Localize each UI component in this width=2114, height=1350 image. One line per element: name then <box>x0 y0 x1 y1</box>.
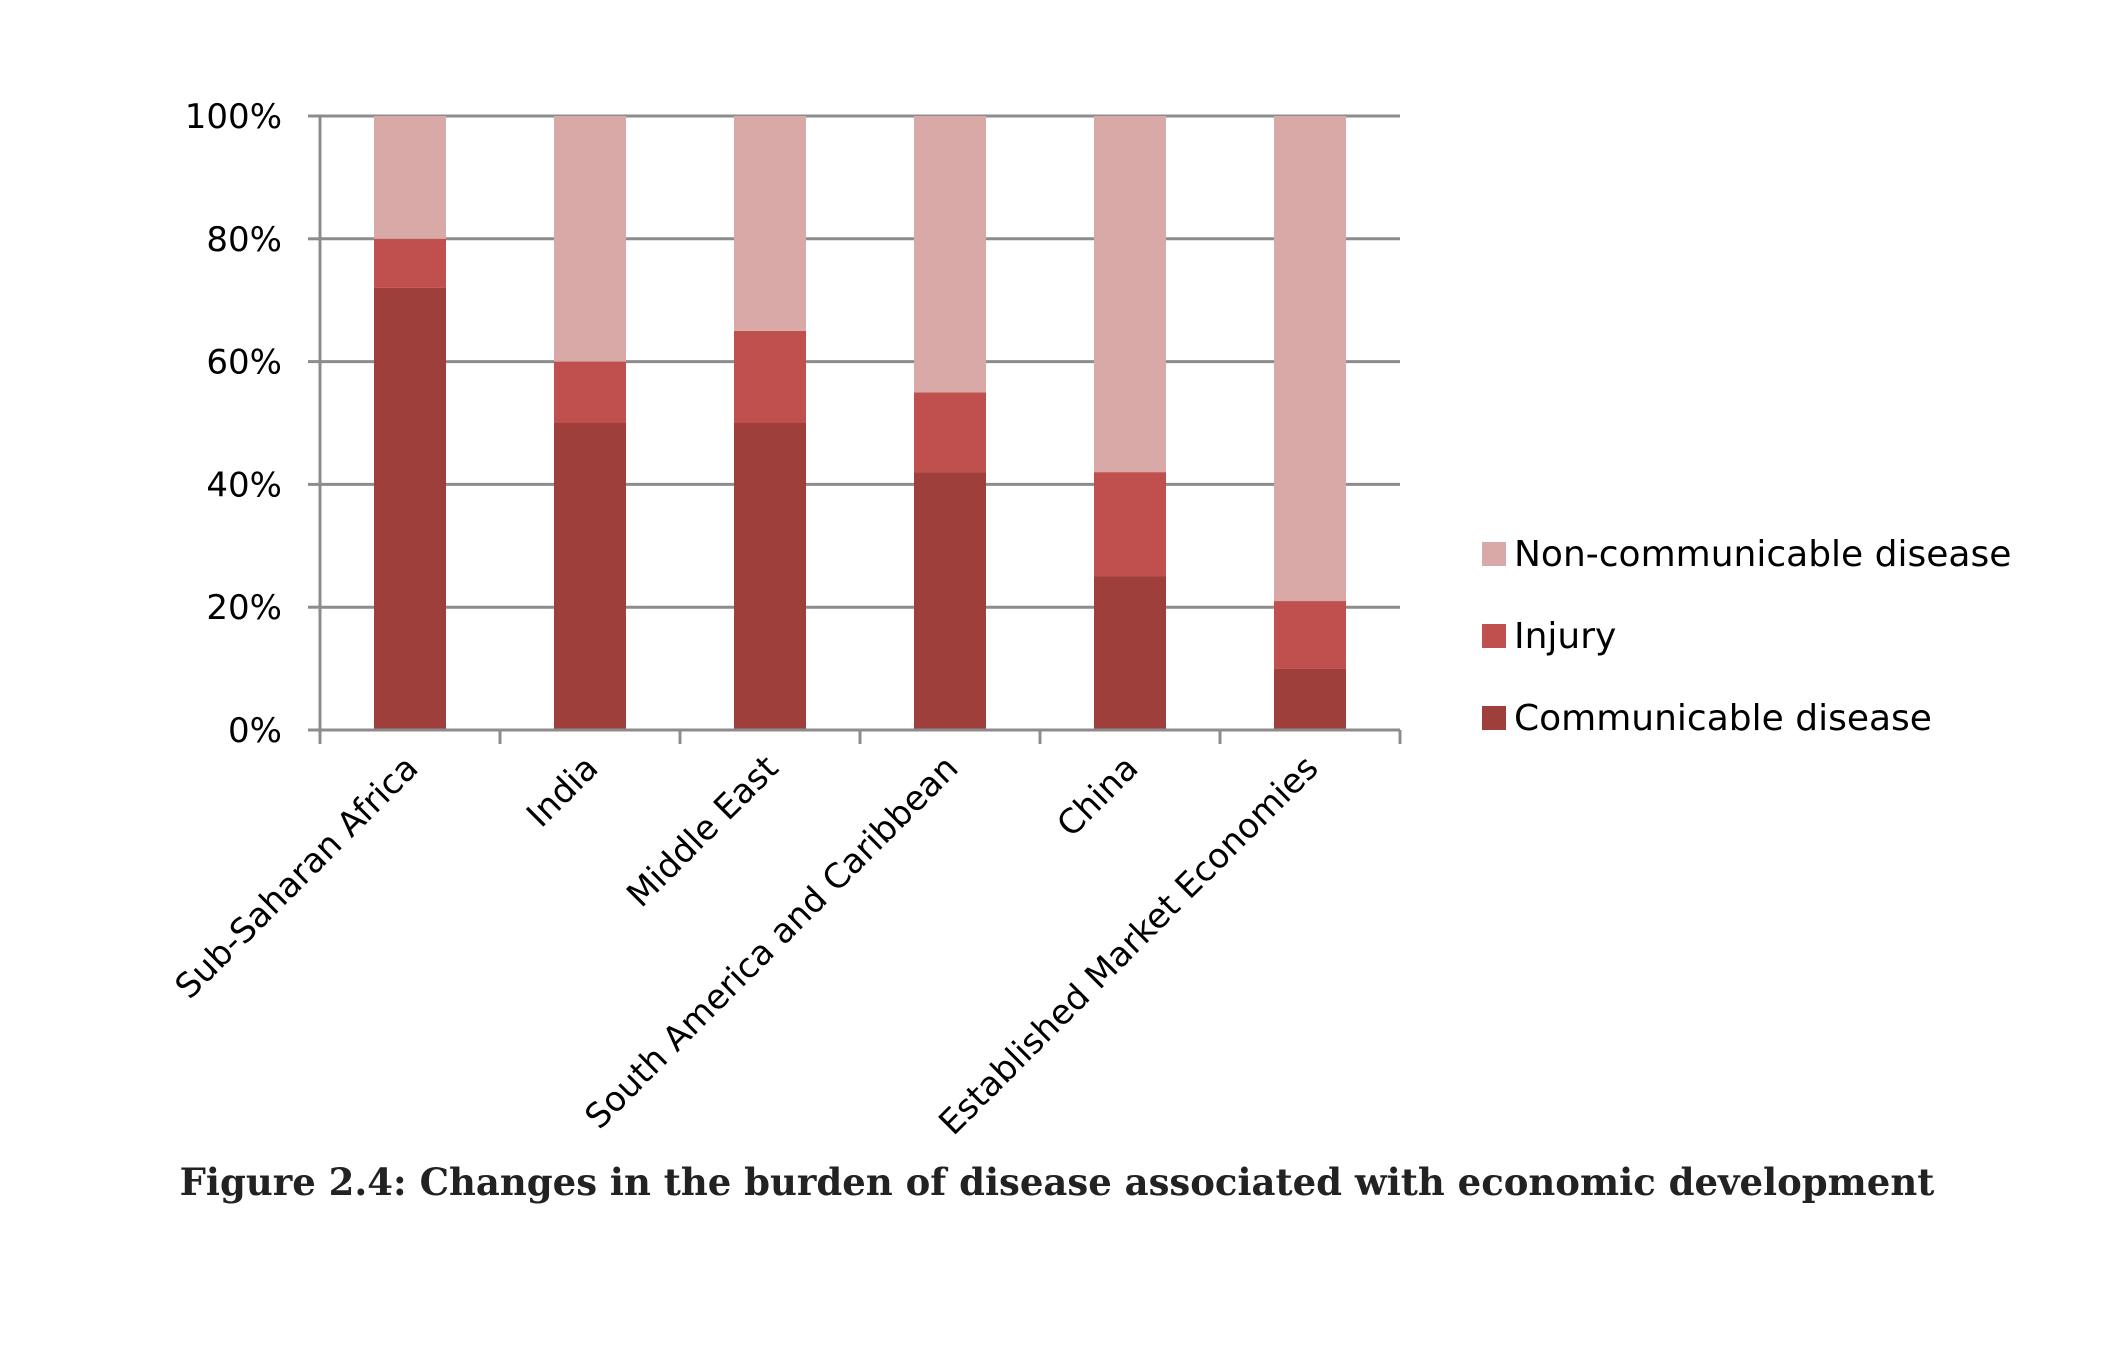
bar-injury-established-market-economies <box>1274 601 1346 669</box>
y-tick-label: 80% <box>206 220 282 260</box>
bar-communicable-disease-south-america-and-caribbean <box>914 472 986 730</box>
bar-non-communicable-disease-sub-saharan-africa <box>374 116 446 239</box>
legend-swatch-non-communicable-disease <box>1482 542 1506 566</box>
category-label-china: China <box>1049 748 1146 845</box>
legend-label-communicable-disease: Communicable disease <box>1514 698 1932 739</box>
bar-injury-china <box>1094 472 1166 577</box>
y-tick-label: 40% <box>206 465 282 505</box>
bar-communicable-disease-middle-east <box>734 423 806 730</box>
category-label-middle-east: Middle East <box>619 748 786 915</box>
bar-injury-india <box>554 361 626 423</box>
axes <box>308 114 1402 744</box>
bar-non-communicable-disease-established-market-economies <box>1274 116 1346 602</box>
legend-swatch-injury <box>1482 624 1506 648</box>
y-tick-label: 20% <box>206 588 282 628</box>
figure-caption: Figure 2.4: Changes in the burden of dis… <box>179 1160 1935 1204</box>
category-label-india: India <box>519 748 606 835</box>
bar-non-communicable-disease-india <box>554 116 626 362</box>
bars <box>374 116 1346 730</box>
stacked-bar-chart: 0% 20% 40% 60% 80% 100% Sub-Saharan Africa Ind… <box>168 97 2012 1143</box>
legend-label-non-communicable-disease: Non-communicable disease <box>1514 534 2011 575</box>
y-tick-label: 0% <box>228 711 282 751</box>
bar-communicable-disease-china <box>1094 576 1166 730</box>
category-label-established-market-economies: Established Market Economies <box>931 748 1326 1143</box>
bar-injury-south-america-and-caribbean <box>914 392 986 473</box>
bar-injury-middle-east <box>734 330 806 423</box>
bar-non-communicable-disease-south-america-and-caribbean <box>914 116 986 393</box>
category-labels: Sub-Saharan Africa India Middle EastSouth … <box>168 748 1327 1143</box>
gridlines <box>320 114 1400 732</box>
bar-communicable-disease-india <box>554 423 626 730</box>
bar-communicable-disease-established-market-economies <box>1274 668 1346 730</box>
y-tick-labels: 0% 20% 40% 60% 80% 100% <box>185 97 282 751</box>
category-label-sub-saharan-africa: Sub-Saharan Africa <box>168 748 427 1007</box>
y-tick-label: 100% <box>185 97 282 137</box>
legend-label-injury: Injury <box>1514 616 1616 657</box>
legend: Non-communicable disease Injury Communicab… <box>1482 534 2011 739</box>
bar-non-communicable-disease-middle-east <box>734 116 806 331</box>
legend-swatch-communicable-disease <box>1482 706 1506 730</box>
y-tick-label: 60% <box>206 343 282 383</box>
bar-communicable-disease-sub-saharan-africa <box>374 287 446 730</box>
category-label-south-america-and-caribbean: South America and Caribbean <box>578 748 967 1137</box>
bar-non-communicable-disease-china <box>1094 116 1166 473</box>
bar-injury-sub-saharan-africa <box>374 238 446 288</box>
